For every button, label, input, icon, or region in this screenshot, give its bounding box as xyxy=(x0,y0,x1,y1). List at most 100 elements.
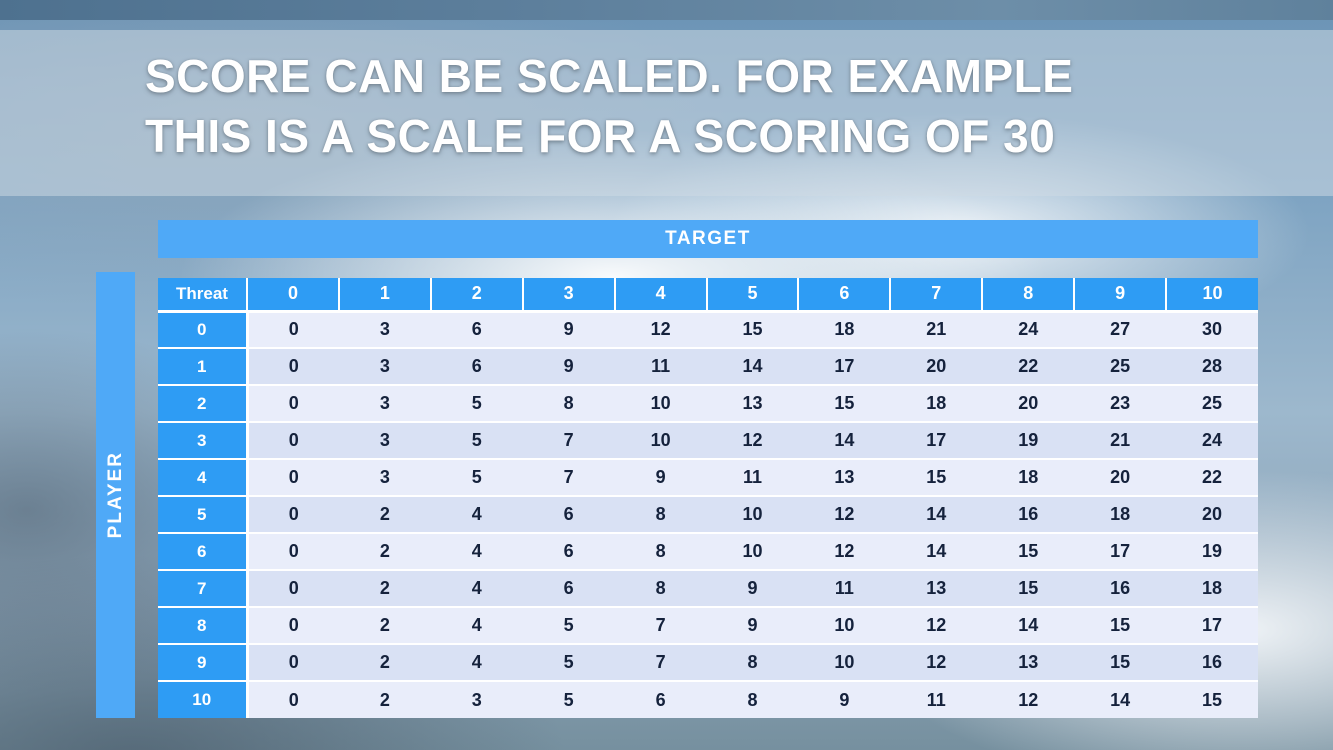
score-cell: 10 xyxy=(706,496,799,534)
table-row-4: 4 0 3 5 7 9 11 13 15 18 20 22 xyxy=(158,459,1258,497)
score-cell: 9 xyxy=(522,311,615,349)
score-cell: 15 xyxy=(890,459,983,497)
score-cell: 10 xyxy=(614,385,707,423)
score-cell: 15 xyxy=(982,533,1075,571)
score-cell: 20 xyxy=(982,385,1075,423)
column-header-2: 2 xyxy=(430,278,524,313)
score-cell: 6 xyxy=(522,496,615,534)
score-cell: 2 xyxy=(338,496,431,534)
score-cell: 0 xyxy=(247,385,339,423)
score-cell: 12 xyxy=(890,644,983,682)
score-cell: 4 xyxy=(430,570,523,608)
score-cell: 20 xyxy=(1074,459,1167,497)
score-cell: 30 xyxy=(1166,311,1258,349)
score-cell: 3 xyxy=(430,681,523,718)
score-cell: 0 xyxy=(247,570,339,608)
score-cell: 25 xyxy=(1166,385,1258,423)
score-cell: 3 xyxy=(338,311,431,349)
score-cell: 19 xyxy=(982,422,1075,460)
table-row-7: 7 0 2 4 6 8 9 11 13 15 16 18 xyxy=(158,570,1258,608)
score-cell: 15 xyxy=(1074,607,1167,645)
score-cell: 9 xyxy=(706,607,799,645)
score-cell: 17 xyxy=(1166,607,1258,645)
score-cell: 0 xyxy=(247,681,339,718)
score-cell: 0 xyxy=(247,496,339,534)
score-cell: 3 xyxy=(338,459,431,497)
table-row-6: 6 0 2 4 6 8 10 12 14 15 17 19 xyxy=(158,533,1258,571)
score-cell: 5 xyxy=(430,422,523,460)
score-cell: 14 xyxy=(798,422,891,460)
column-header-7: 7 xyxy=(890,278,984,313)
table-row-5: 5 0 2 4 6 8 10 12 14 16 18 20 xyxy=(158,496,1258,534)
score-cell: 21 xyxy=(1074,422,1167,460)
score-cell: 3 xyxy=(338,422,431,460)
score-cell: 14 xyxy=(890,496,983,534)
column-header-6: 6 xyxy=(798,278,892,313)
score-cell: 28 xyxy=(1166,348,1258,386)
score-cell: 7 xyxy=(522,459,615,497)
score-cell: 16 xyxy=(982,496,1075,534)
column-header-3: 3 xyxy=(522,278,616,313)
column-header-4: 4 xyxy=(614,278,708,313)
score-cell: 11 xyxy=(798,570,891,608)
player-axis-label: PLAYER xyxy=(104,451,126,539)
column-header-1: 1 xyxy=(338,278,432,313)
score-cell: 9 xyxy=(706,570,799,608)
slide-title-line-2: THIS IS A SCALE FOR A SCORING OF 30 xyxy=(145,110,1056,162)
score-cell: 20 xyxy=(1166,496,1258,534)
table-row-2: 2 0 3 5 8 10 13 15 18 20 23 25 xyxy=(158,385,1258,423)
score-table: Threat 0 1 2 3 4 5 6 7 8 9 10 0 0 3 6 9 12 15 18 21 24 27 30 1 0… xyxy=(158,278,1258,718)
score-cell: 12 xyxy=(798,496,891,534)
score-cell: 3 xyxy=(338,348,431,386)
score-cell: 0 xyxy=(247,422,339,460)
score-cell: 16 xyxy=(1166,644,1258,682)
score-cell: 4 xyxy=(430,533,523,571)
score-cell: 2 xyxy=(338,607,431,645)
score-cell: 7 xyxy=(522,422,615,460)
score-cell: 0 xyxy=(247,348,339,386)
score-cell: 15 xyxy=(982,570,1075,608)
score-cell: 9 xyxy=(614,459,707,497)
score-cell: 24 xyxy=(1166,422,1258,460)
score-cell: 9 xyxy=(522,348,615,386)
row-header-6: 6 xyxy=(158,533,249,571)
column-header-9: 9 xyxy=(1074,278,1168,313)
score-cell: 7 xyxy=(614,607,707,645)
table-row-0: 0 0 3 6 9 12 15 18 21 24 27 30 xyxy=(158,311,1258,349)
target-axis-label: TARGET xyxy=(158,220,1258,258)
title-banner: SCORE CAN BE SCALED. FOR EXAMPLE THIS IS… xyxy=(0,30,1333,196)
score-cell: 15 xyxy=(706,311,799,349)
score-cell: 18 xyxy=(982,459,1075,497)
score-cell: 20 xyxy=(890,348,983,386)
column-header-5: 5 xyxy=(706,278,800,313)
row-header-7: 7 xyxy=(158,570,249,608)
score-cell: 2 xyxy=(338,533,431,571)
score-cell: 17 xyxy=(1074,533,1167,571)
score-cell: 5 xyxy=(522,607,615,645)
score-cell: 0 xyxy=(247,644,339,682)
score-cell: 8 xyxy=(706,681,799,718)
row-header-2: 2 xyxy=(158,385,249,423)
score-cell: 17 xyxy=(798,348,891,386)
row-header-9: 9 xyxy=(158,644,249,682)
score-cell: 5 xyxy=(522,681,615,718)
score-cell: 8 xyxy=(522,385,615,423)
score-cell: 18 xyxy=(798,311,891,349)
score-cell: 8 xyxy=(614,496,707,534)
score-cell: 12 xyxy=(890,607,983,645)
table-row-9: 9 0 2 4 5 7 8 10 12 13 15 16 xyxy=(158,644,1258,682)
score-cell: 10 xyxy=(798,607,891,645)
score-cell: 14 xyxy=(982,607,1075,645)
score-cell: 4 xyxy=(430,496,523,534)
row-header-4: 4 xyxy=(158,459,249,497)
score-cell: 7 xyxy=(614,644,707,682)
score-cell: 3 xyxy=(338,385,431,423)
column-header-8: 8 xyxy=(982,278,1076,313)
score-cell: 18 xyxy=(1166,570,1258,608)
score-cell: 10 xyxy=(798,644,891,682)
score-cell: 5 xyxy=(430,459,523,497)
score-cell: 6 xyxy=(430,311,523,349)
score-cell: 10 xyxy=(614,422,707,460)
score-cell: 14 xyxy=(890,533,983,571)
